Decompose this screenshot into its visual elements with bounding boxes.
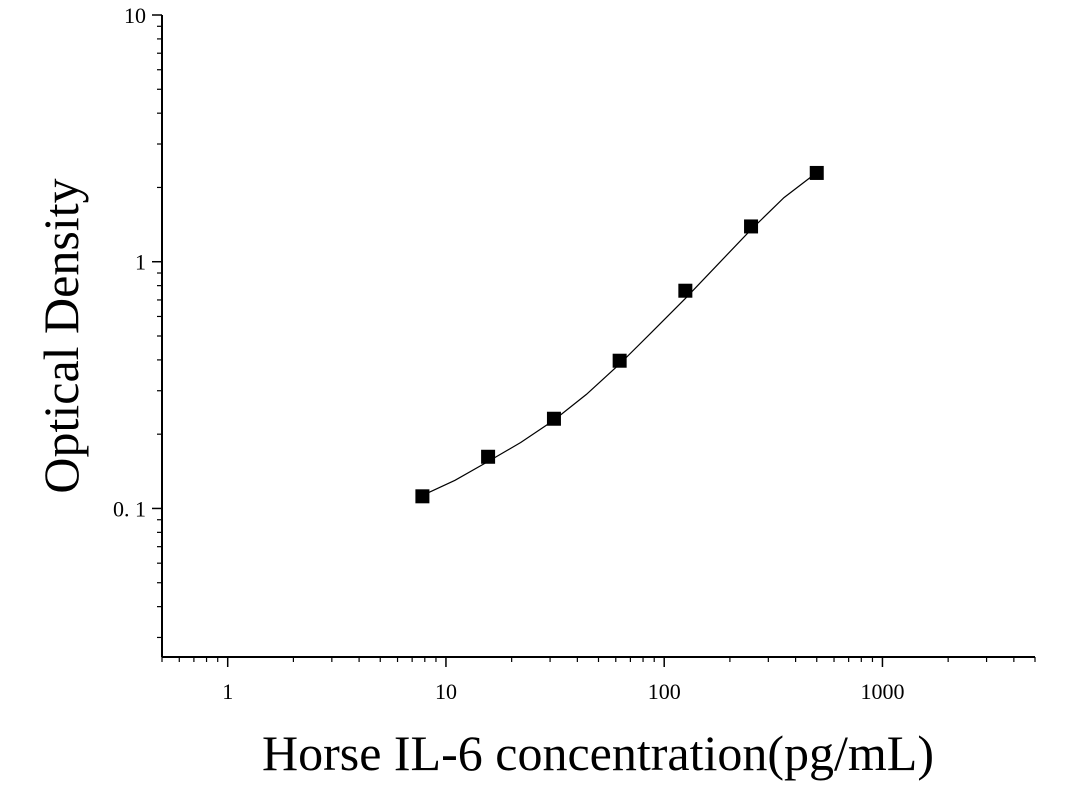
y-tick-label: 10 <box>124 3 146 28</box>
y-tick-label: 0. 1 <box>113 496 146 521</box>
x-tick-label: 100 <box>648 679 681 704</box>
data-point <box>415 489 430 504</box>
data-point <box>612 353 627 368</box>
data-point <box>744 219 759 234</box>
x-axis-title: Horse IL-6 concentration(pg/mL) <box>262 725 934 781</box>
y-tick-label: 1 <box>135 250 146 275</box>
y-axis-title: Optical Density <box>33 178 89 493</box>
data-point <box>809 165 824 180</box>
data-point <box>678 283 693 298</box>
x-tick-label: 1 <box>222 679 233 704</box>
x-tick-label: 1000 <box>860 679 904 704</box>
x-tick-label: 10 <box>435 679 457 704</box>
data-point <box>546 411 561 426</box>
data-point <box>481 449 496 464</box>
